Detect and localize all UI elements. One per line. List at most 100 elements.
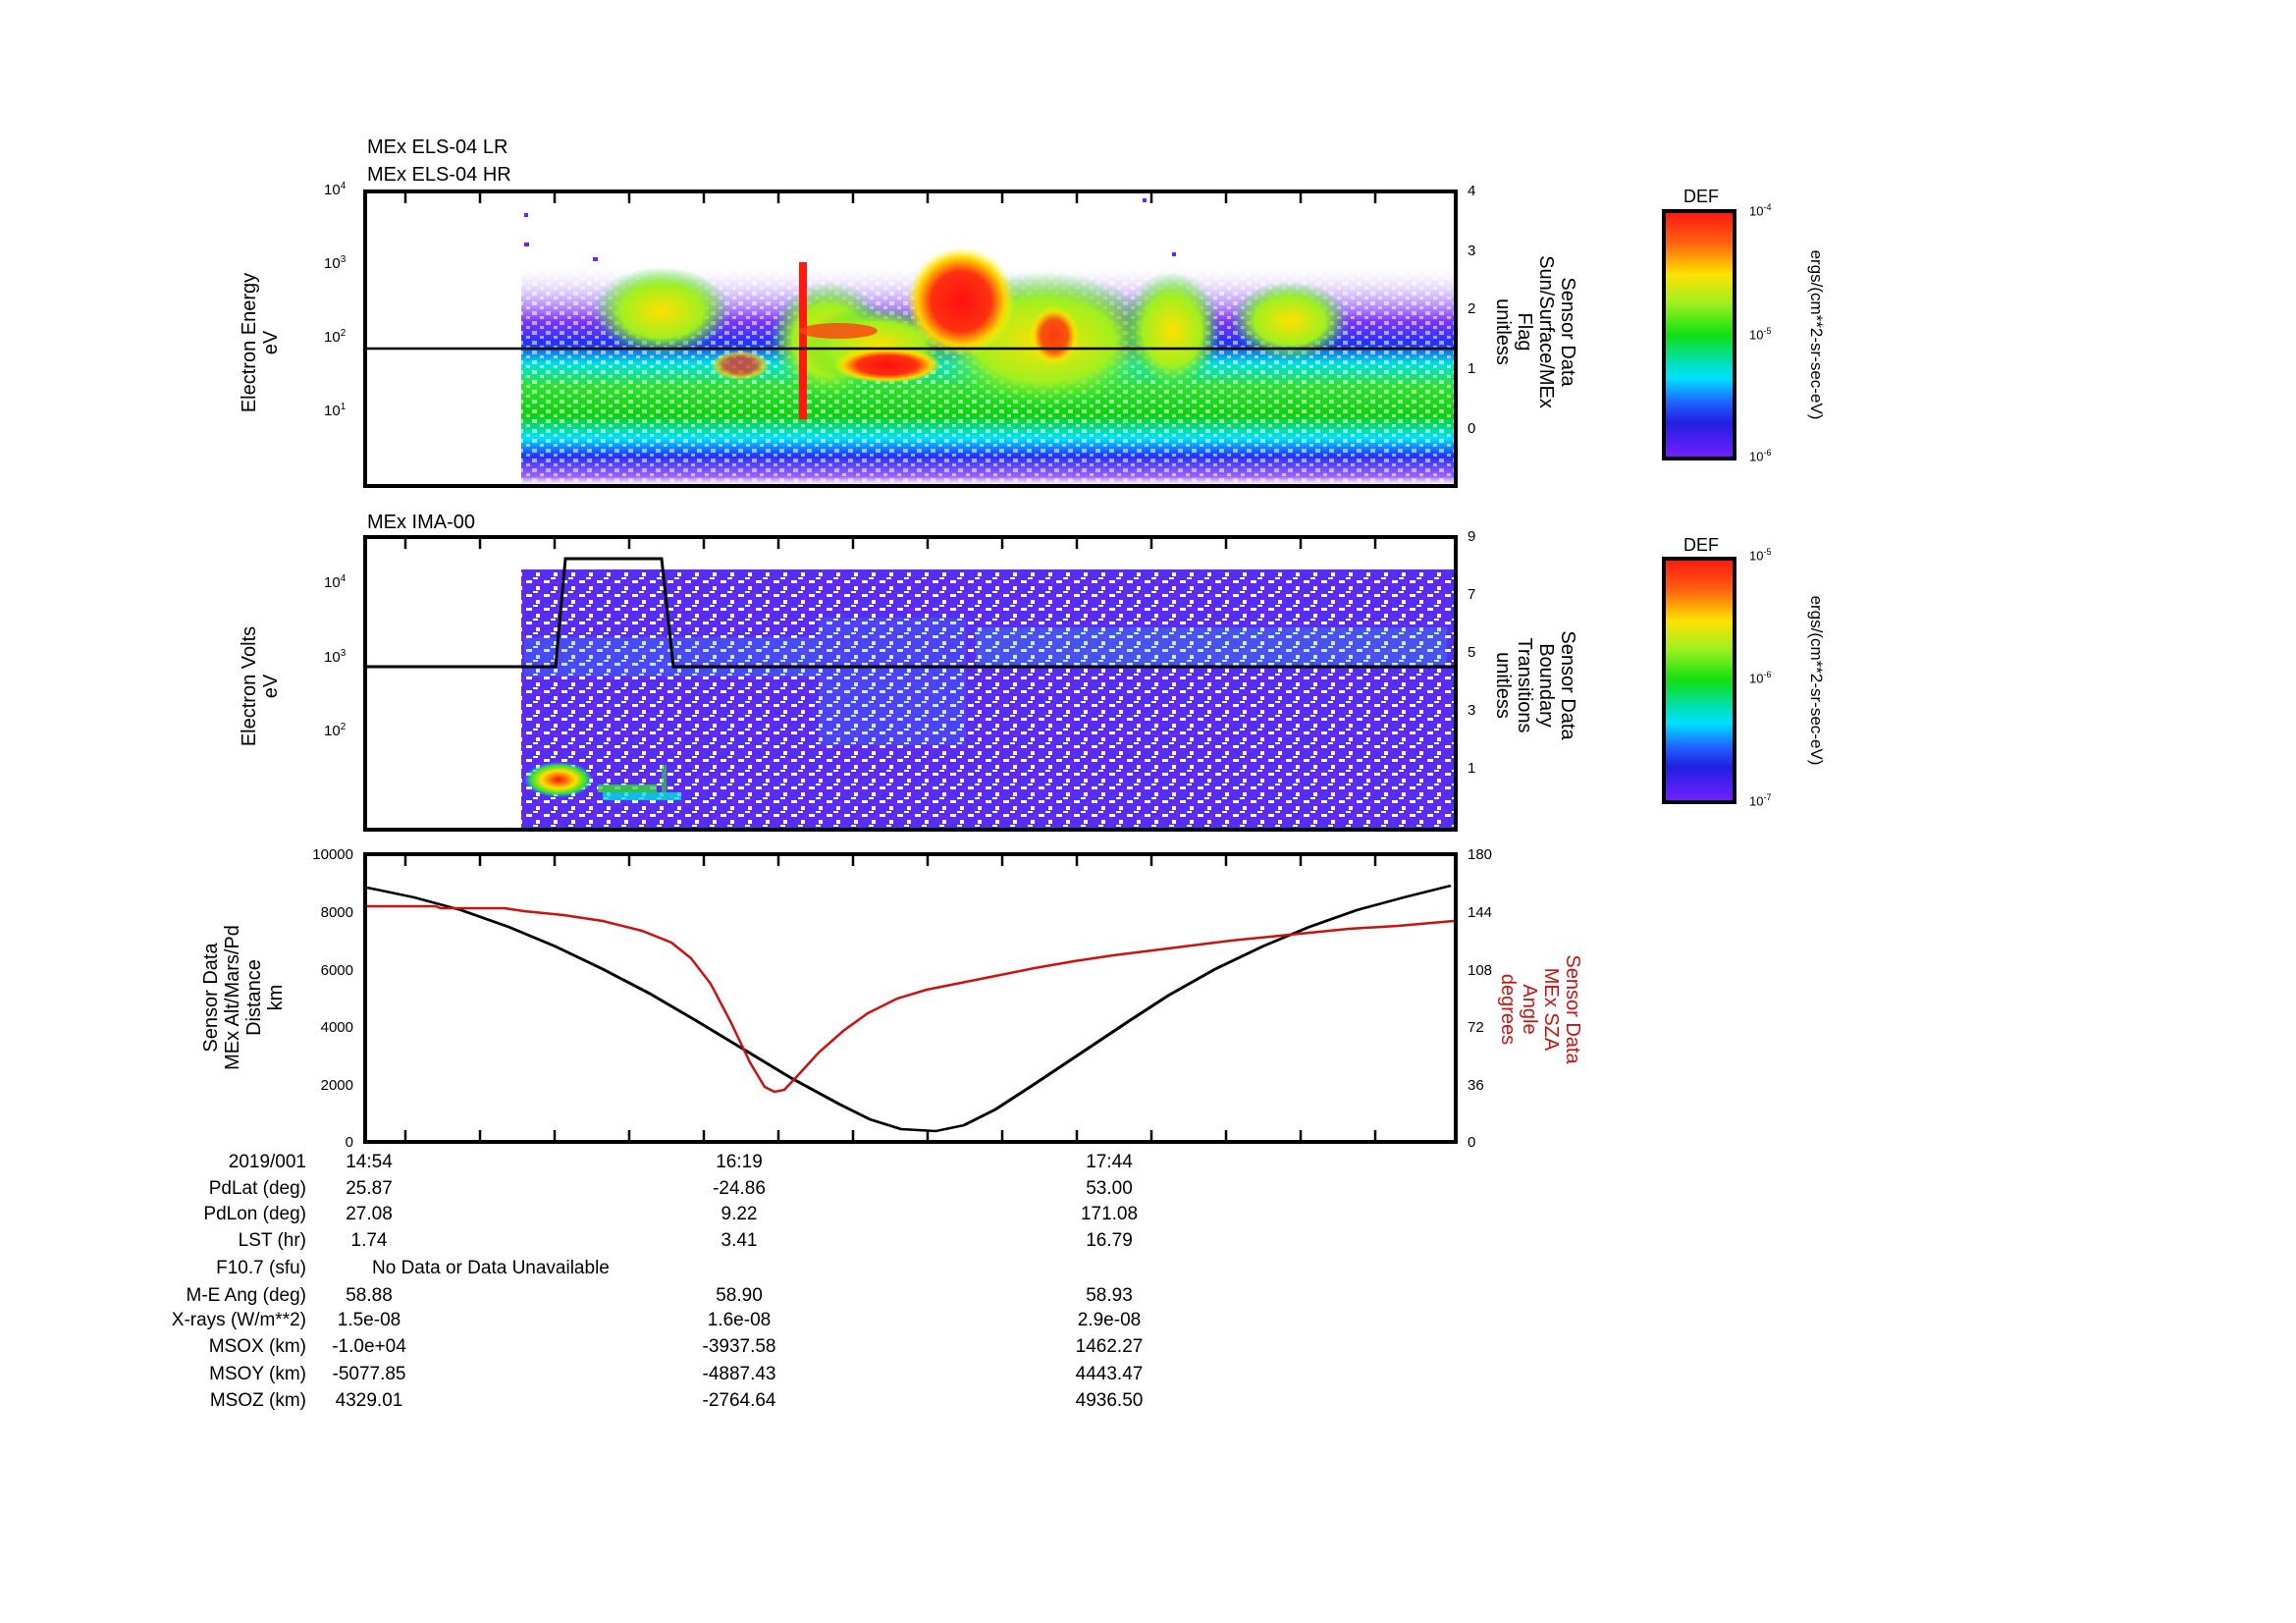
time-tick-label: 16:19 (716, 1152, 763, 1172)
ytick-label: 10000 (312, 846, 353, 863)
ylabel-line: eV (260, 330, 282, 355)
colorbar-middle-units: ergs/(cm**2-sr-sec-eV) (1807, 595, 1826, 766)
ytick-label: 4 (1468, 183, 1476, 199)
row-value: -4887.43 (702, 1364, 776, 1384)
ephemeris-table: 2019/001 14:54 16:19 17:44 PdLat (deg) 2… (0, 1149, 2296, 1434)
middle-spectrogram-panel (363, 535, 1458, 832)
colorbar-top-mid: 10-5 (1749, 326, 1772, 343)
ylabel-line: Sensor Data (1557, 630, 1578, 740)
row-label: LST (hr) (238, 1230, 306, 1251)
top-panel-title-1: MEx ELS-04 LR (367, 136, 508, 158)
row-value: -3937.58 (702, 1336, 776, 1357)
ytick-label: 180 (1468, 846, 1493, 863)
ephemeris-row-pdlat: PdLat (deg) 25.87 -24.86 53.00 (0, 1175, 2296, 1202)
ylabel-line: Flag (1514, 312, 1535, 352)
colorbar-middle (1662, 557, 1736, 804)
ylabel-line: MEx Alt/Mars/Pd (222, 925, 243, 1070)
row-value: 171.08 (1080, 1204, 1139, 1224)
middle-panel-title: MEx IMA-00 (367, 512, 476, 533)
row-label: MSOY (km) (209, 1364, 306, 1384)
boundary-line (367, 557, 1454, 669)
row-value: 16.79 (1086, 1230, 1133, 1251)
ytick-label: 104 (324, 181, 347, 198)
middle-ylabel-left: Electron Volts eV (239, 583, 286, 789)
top-ylabel-left: Electron Energy eV (239, 230, 286, 456)
row-label: X-rays (W/m**2) (171, 1310, 306, 1330)
ephemeris-row-pdlon: PdLon (deg) 27.08 9.22 171.08 (0, 1201, 2296, 1227)
top-spectrogram (367, 193, 1454, 484)
row-value: 58.88 (346, 1285, 393, 1306)
ylabel-line: degrees (1497, 973, 1519, 1046)
row-value: 2.9e-08 (1077, 1310, 1142, 1330)
ytick-label: 8000 (320, 904, 353, 921)
ephemeris-row-msox: MSOX (km) -1.0e+04 -3937.58 1462.27 (0, 1333, 2296, 1360)
row-value: -5077.85 (332, 1364, 406, 1384)
ytick-label: 102 (324, 328, 347, 346)
ephemeris-row-time: 2019/001 14:54 16:19 17:44 (0, 1149, 2296, 1175)
ytick-label: 9 (1468, 528, 1476, 545)
ytick-label: 4000 (320, 1019, 353, 1036)
row-value: 25.87 (346, 1178, 393, 1199)
row-value: -24.86 (713, 1178, 766, 1199)
time-tick-label: 14:54 (346, 1152, 393, 1172)
colorbar-top-units: ergs/(cm**2-sr-sec-eV) (1807, 249, 1826, 420)
ytick-label: 1 (1468, 360, 1476, 377)
ytick-label: 5 (1468, 644, 1476, 661)
row-value: 4443.47 (1075, 1364, 1144, 1384)
top-spectrogram-panel (363, 189, 1458, 488)
ytick-label: 36 (1468, 1077, 1484, 1094)
bottom-ylabel-right: Sensor Data MEx SZA Angle degrees (1489, 941, 1583, 1078)
ytick-label: 103 (324, 254, 347, 272)
ytick-label: 0 (345, 1134, 353, 1151)
ytick-label: 6000 (320, 962, 353, 979)
ytick-label: 3 (1468, 243, 1476, 259)
no-data-note: No Data or Data Unavailable (372, 1258, 610, 1278)
row-value: 1.5e-08 (337, 1310, 401, 1330)
ylabel-line: Boundary (1535, 643, 1557, 728)
ylabel-line: MEx SZA (1540, 967, 1562, 1052)
altitude-polyline (367, 884, 1452, 1133)
row-value: 4329.01 (335, 1390, 403, 1411)
row-label: MSOZ (km) (209, 1390, 306, 1411)
row-label: PdLat (deg) (208, 1178, 306, 1199)
colorbar-middle-mid: 10-6 (1749, 670, 1772, 686)
ephemeris-row-xrays: X-rays (W/m**2) 1.5e-08 1.6e-08 2.9e-08 (0, 1307, 2296, 1333)
ylabel-line: Electron Volts (239, 625, 260, 747)
row-value: 1.74 (350, 1230, 388, 1251)
ytick-label: 2000 (320, 1077, 353, 1094)
row-value: 4936.50 (1075, 1390, 1144, 1411)
ylabel-line: Electron Energy (239, 272, 260, 413)
ephemeris-row-f107: F10.7 (sfu) No Data or Data Unavailable (0, 1255, 2296, 1281)
ytick-label: 72 (1468, 1019, 1484, 1036)
row-label: 2019/001 (228, 1152, 306, 1172)
row-value: 27.08 (346, 1204, 393, 1224)
ytick-label: 0 (1468, 420, 1476, 437)
ytick-label: 2 (1468, 300, 1476, 317)
middle-ylabel-right: Sensor Data Boundary Transitions unitles… (1484, 597, 1578, 774)
top-ylabel-right: Sensor Data Sun/Surface/MEx Flag unitles… (1484, 243, 1578, 420)
row-value: 1462.27 (1075, 1336, 1144, 1357)
row-value: 1.6e-08 (707, 1310, 772, 1330)
row-value: 53.00 (1086, 1178, 1133, 1199)
ytick-label: 0 (1468, 1134, 1476, 1151)
ephemeris-row-lst: LST (hr) 1.74 3.41 16.79 (0, 1227, 2296, 1254)
ytick-label: 7 (1468, 586, 1476, 603)
colorbar-middle-title: DEF (1683, 535, 1719, 555)
ytick-label: 3 (1468, 702, 1476, 719)
colorbar-top (1662, 209, 1736, 460)
colorbar-top-min: 10-6 (1749, 448, 1772, 464)
ylabel-line: unitless (1492, 298, 1514, 365)
ylabel-line: Sun/Surface/MEx (1535, 255, 1557, 408)
middle-spectrogram (367, 539, 1454, 828)
ytick-label: 103 (324, 648, 347, 666)
row-label: M-E Ang (deg) (186, 1285, 307, 1306)
ylabel-line: unitless (1492, 652, 1514, 719)
ylabel-line: eV (260, 674, 282, 699)
bottom-line-chart (367, 856, 1454, 1140)
colorbar-top-title: DEF (1683, 187, 1719, 206)
sza-polyline (367, 904, 1454, 1094)
row-label: PdLon (deg) (203, 1204, 306, 1224)
ytick-label: 102 (324, 722, 347, 739)
row-value: -2764.64 (702, 1390, 776, 1411)
row-value: 9.22 (721, 1204, 758, 1224)
